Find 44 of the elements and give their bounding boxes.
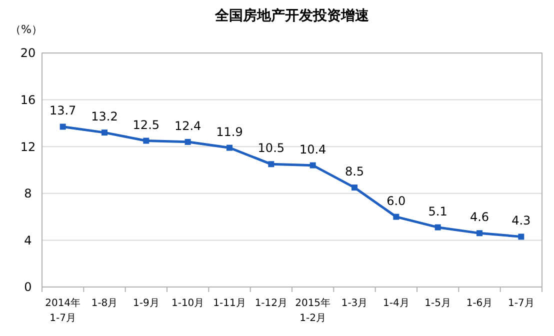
x-tick-label: 2015年 1-2月 bbox=[295, 297, 331, 324]
data-label: 8.5 bbox=[344, 164, 364, 179]
data-label: 10.5 bbox=[258, 141, 285, 156]
point bbox=[102, 130, 108, 136]
point bbox=[60, 124, 66, 130]
x-tick-label: 1-9月 bbox=[132, 298, 160, 309]
data-label: 12.4 bbox=[174, 118, 202, 133]
x-tick-label: 1-7月 bbox=[508, 298, 534, 309]
point bbox=[184, 138, 191, 145]
x-tick-label: 1-3月 bbox=[341, 298, 368, 309]
point bbox=[518, 234, 524, 240]
y-tick-label: 12 bbox=[20, 140, 36, 154]
point bbox=[226, 144, 232, 151]
x-tick-label: 1-10月 bbox=[171, 298, 204, 309]
data-label: 13.7 bbox=[49, 104, 76, 118]
x-tick-label: 1-4月 bbox=[382, 298, 410, 309]
x-tick-label: 1-5月 bbox=[424, 298, 452, 309]
y-axis-title: （%） bbox=[10, 23, 42, 36]
point bbox=[143, 138, 150, 144]
x-tick-label: 1-6月 bbox=[466, 298, 493, 309]
y-tick-label: 16 bbox=[20, 93, 36, 107]
point bbox=[310, 162, 316, 168]
point bbox=[393, 214, 400, 220]
data-label: 4.3 bbox=[512, 214, 531, 228]
point bbox=[268, 161, 274, 168]
x-tick-label: 1-11月 bbox=[213, 298, 246, 309]
data-label: 11.9 bbox=[216, 124, 243, 139]
data-label: 6.0 bbox=[386, 194, 406, 208]
data-label: 10.4 bbox=[299, 142, 326, 156]
y-tick-label: 0 bbox=[24, 280, 32, 294]
point bbox=[476, 230, 482, 236]
point bbox=[352, 184, 358, 191]
data-label: 12.5 bbox=[132, 118, 160, 132]
point bbox=[434, 224, 441, 230]
x-tick-label: 2014年 1-7月 bbox=[45, 297, 81, 324]
data-label: 13.2 bbox=[91, 110, 118, 124]
x-tick-label: 1-8月 bbox=[91, 298, 118, 309]
y-tick-label: 8 bbox=[24, 186, 32, 201]
data-label: 5.1 bbox=[428, 204, 448, 218]
x-tick-label: 1-12月 bbox=[254, 298, 288, 309]
y-tick-label: 4 bbox=[24, 233, 32, 248]
data-label: 4.6 bbox=[470, 210, 490, 224]
chart-title: 全国房地产开发投资增速 bbox=[214, 7, 370, 24]
y-tick-label: 20 bbox=[20, 46, 36, 60]
